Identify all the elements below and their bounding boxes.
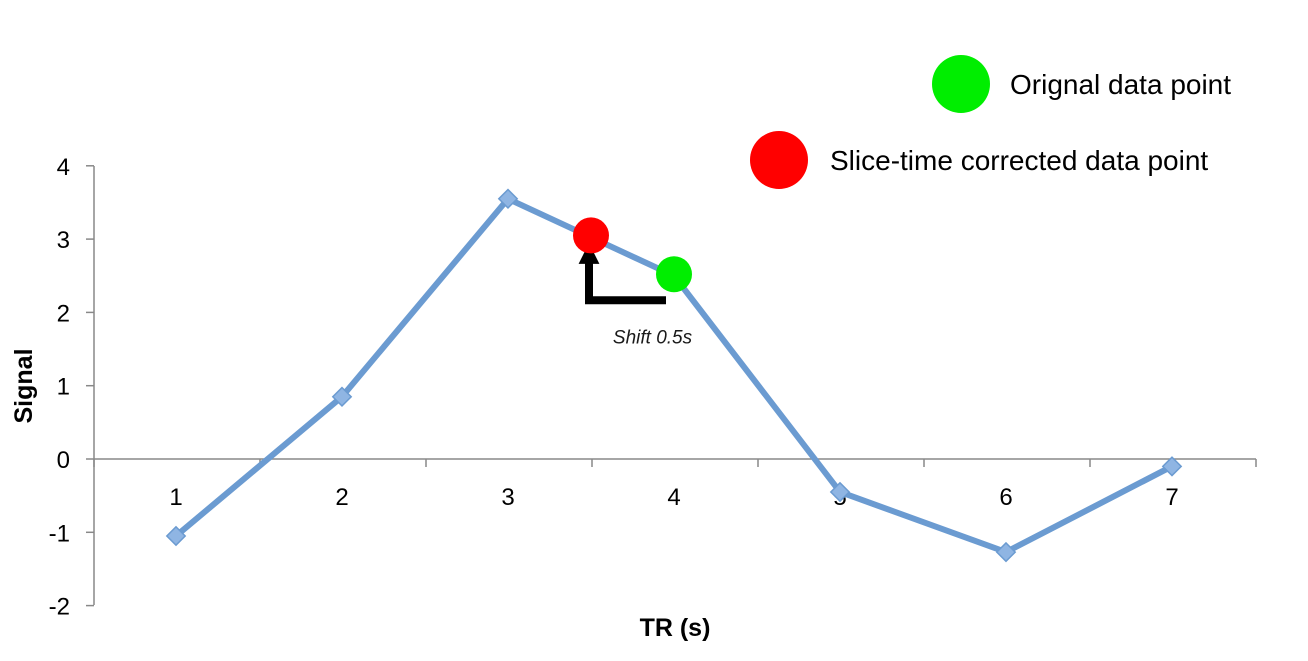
legend-corrected-marker (750, 131, 808, 189)
y-tick-label: -2 (49, 594, 70, 621)
x-axis-title: TR (s) (640, 614, 711, 642)
legend-original-label: Orignal data point (1010, 69, 1231, 100)
shift-arrow (578, 243, 666, 305)
x-tick-label: 2 (335, 484, 348, 511)
legend: Orignal data point Slice-time corrected … (750, 55, 1231, 189)
legend-original-marker (932, 55, 990, 113)
y-tick-label: 2 (57, 300, 70, 327)
data-point-marker (165, 525, 187, 547)
y-tick-label: 3 (57, 227, 70, 254)
data-point-marker (331, 386, 353, 407)
corrected-data-point (573, 217, 609, 254)
original-data-point (656, 256, 692, 293)
x-tick-label: 7 (1165, 484, 1178, 511)
data-point-marker (995, 541, 1017, 563)
x-tick-label: 3 (501, 484, 514, 511)
shift-annotation: Shift 0.5s (613, 327, 693, 348)
x-tick-label: 1 (169, 484, 182, 511)
x-tick-label: 4 (667, 484, 680, 511)
legend-corrected-label: Slice-time corrected data point (830, 145, 1208, 176)
x-tick-label: 6 (999, 484, 1012, 511)
y-tick-label: -1 (49, 520, 70, 547)
y-axis-title: Signal (10, 348, 38, 423)
data-point-marker (829, 481, 851, 503)
y-tick-label: 4 (57, 154, 70, 181)
data-point-marker (1161, 456, 1183, 477)
y-tick-label: 1 (57, 374, 70, 401)
data-point-marker (497, 188, 519, 210)
y-tick-label: 0 (57, 447, 70, 474)
